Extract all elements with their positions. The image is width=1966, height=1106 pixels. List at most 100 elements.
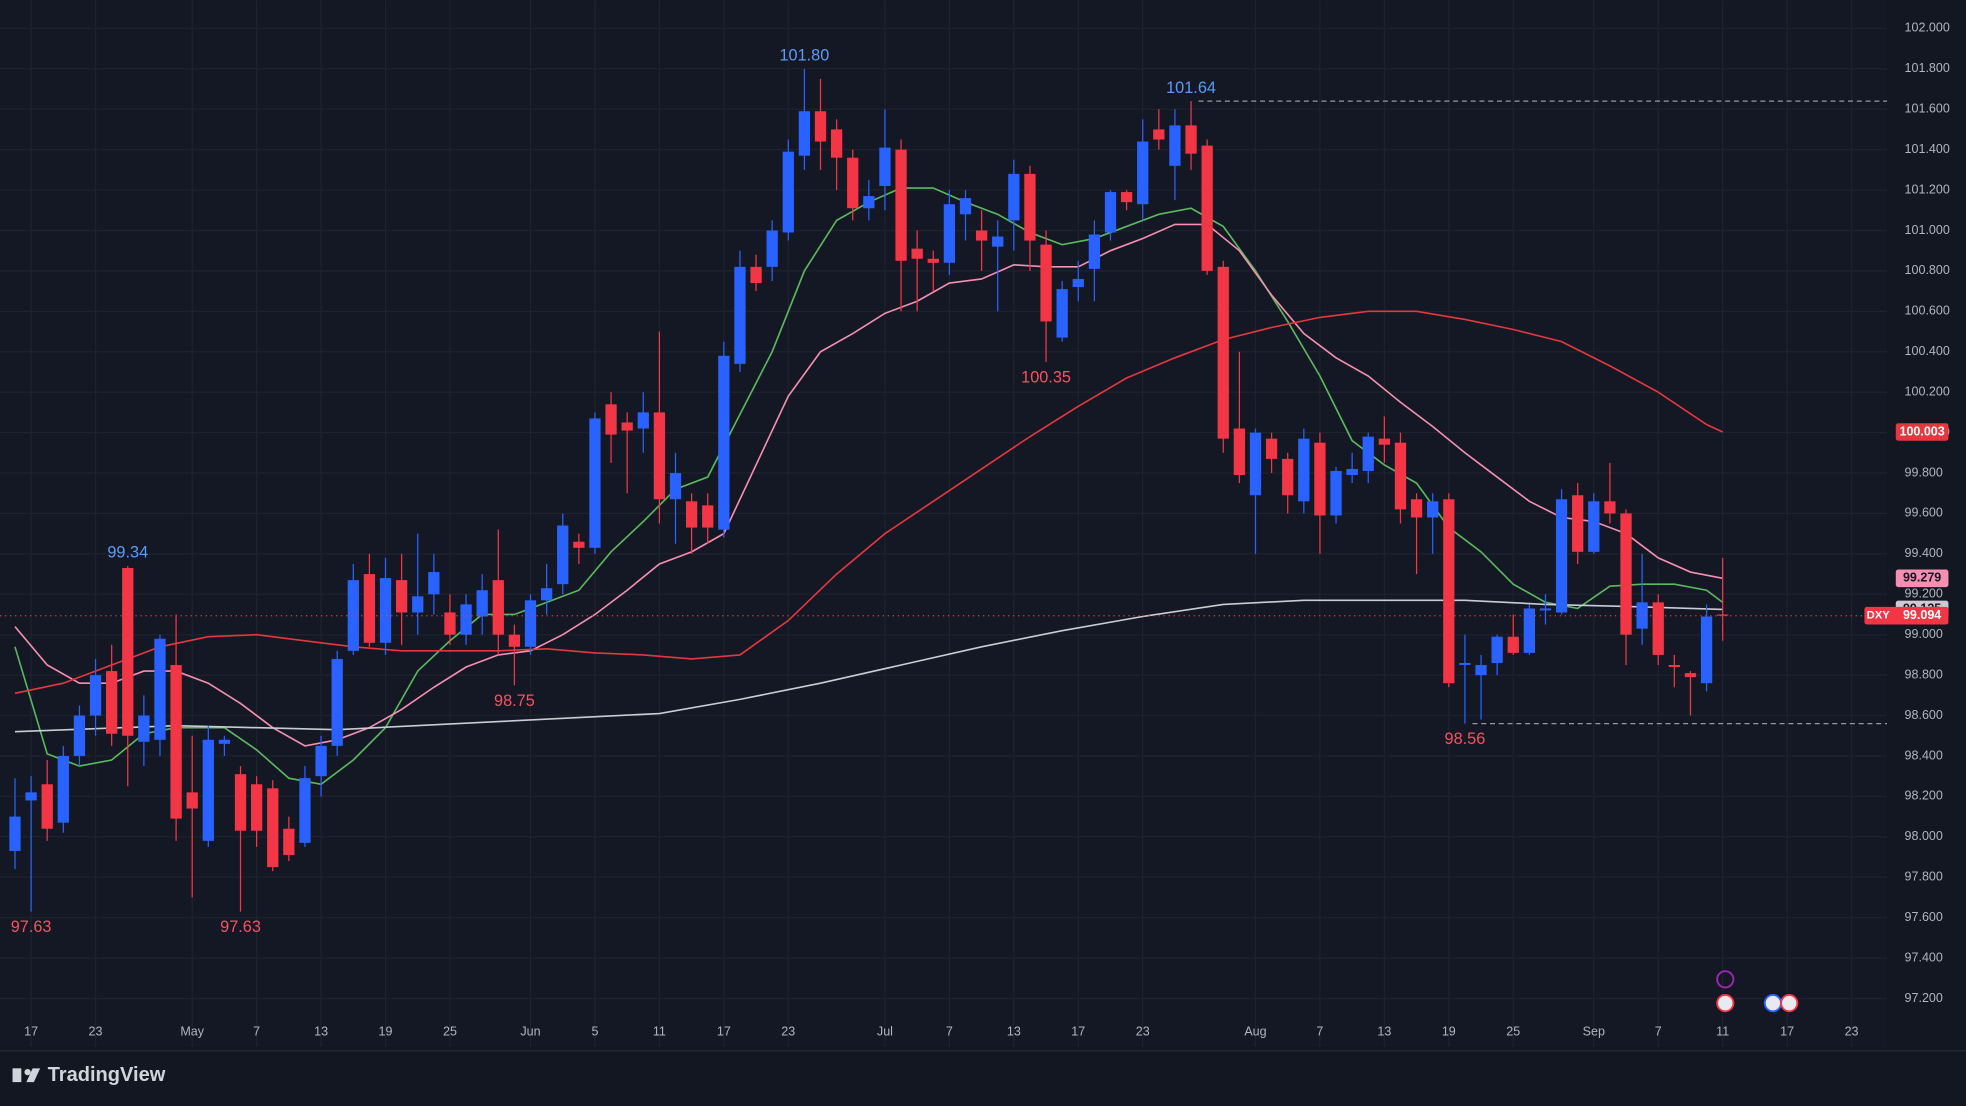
extreme-label: 97.63	[220, 918, 261, 936]
candle-body	[1604, 501, 1616, 514]
candle-body	[1427, 501, 1439, 518]
candle-body	[1459, 662, 1471, 666]
candle-body	[1169, 125, 1181, 166]
symbol-label: DXY	[1867, 610, 1891, 622]
y-tick-label: 101.600	[1905, 102, 1950, 116]
candle-body	[41, 784, 53, 829]
candle-body	[412, 596, 424, 613]
candle-body	[1507, 636, 1519, 653]
candle-body	[653, 412, 666, 500]
candle-body	[283, 828, 295, 856]
x-tick-label: Jul	[877, 1024, 893, 1038]
x-tick-label: 7	[1655, 1024, 1662, 1038]
y-tick-label: 98.400	[1905, 748, 1943, 762]
price-tag	[1864, 606, 1949, 625]
candle-body	[1282, 458, 1294, 496]
candle-body	[331, 658, 343, 746]
logo-shape	[12, 1068, 22, 1083]
candle-body	[1620, 513, 1632, 635]
x-tick-label: 23	[781, 1024, 795, 1038]
event-icon[interactable]	[1780, 994, 1799, 1013]
candle-body	[492, 580, 504, 635]
last-value-label: 100.003	[1899, 424, 1944, 438]
candle-body	[750, 266, 762, 284]
candle-body	[573, 541, 585, 548]
candle-body	[540, 588, 553, 601]
x-tick-label: 17	[1780, 1024, 1794, 1038]
x-tick-label: 23	[1845, 1024, 1859, 1038]
candle-body	[508, 634, 521, 647]
candle-body	[1298, 438, 1310, 502]
candle-body	[1040, 244, 1052, 322]
candle-body	[863, 196, 875, 209]
candle-body	[524, 600, 537, 647]
x-tick-label: 11	[653, 1024, 666, 1038]
y-tick-label: 100.600	[1905, 304, 1950, 318]
candle-body	[395, 580, 408, 613]
candle-body	[830, 129, 843, 158]
candle-body	[363, 574, 376, 643]
candle-body	[315, 745, 327, 777]
candle-body	[895, 149, 907, 261]
candle-body	[379, 578, 392, 643]
event-icon[interactable]	[1716, 994, 1735, 1013]
candle-body	[460, 604, 472, 635]
event-icon[interactable]	[1716, 970, 1735, 989]
y-tick-label: 99.600	[1905, 506, 1943, 520]
x-tick-label: 19	[1442, 1024, 1456, 1038]
candle-body	[734, 266, 746, 364]
candle-body	[25, 792, 37, 801]
candle-body	[202, 739, 214, 841]
x-tick-label: Sep	[1583, 1024, 1605, 1038]
y-tick-label: 97.600	[1905, 910, 1943, 924]
candle-body	[1636, 602, 1648, 629]
candle-body	[1588, 501, 1600, 552]
extreme-label: 98.75	[494, 692, 535, 710]
brand-name: TradingView	[48, 1064, 166, 1086]
candle-body	[444, 612, 456, 635]
x-tick-label: May	[180, 1024, 204, 1038]
y-tick-label: 100.200	[1905, 384, 1950, 398]
candle-body	[9, 816, 21, 851]
candle-body	[1120, 192, 1133, 203]
last-value-tag	[1895, 569, 1949, 588]
candle-body	[992, 236, 1004, 247]
candle-body	[1153, 129, 1165, 140]
candle-body	[1249, 432, 1262, 496]
last-value-tag	[1895, 423, 1949, 441]
event-icon[interactable]	[1763, 994, 1783, 1013]
y-tick-label: 101.200	[1905, 182, 1950, 196]
candle-body	[959, 198, 972, 215]
candle-body	[250, 784, 263, 831]
candle-body	[605, 404, 617, 435]
candle-body	[1314, 442, 1326, 516]
candle-body	[428, 572, 440, 595]
brand-logo: TradingView	[12, 1064, 166, 1086]
candles	[9, 68, 1729, 912]
candle-body	[1024, 173, 1036, 241]
extreme-label: 97.63	[11, 918, 52, 936]
candle-body	[975, 230, 988, 241]
x-tick-label: 11	[1716, 1024, 1729, 1038]
candle-body	[1185, 125, 1197, 154]
candle-body	[218, 739, 231, 744]
candle-body	[1684, 673, 1697, 678]
logo-shape	[26, 1068, 41, 1083]
candle-body	[1668, 665, 1680, 668]
x-tick-label: Aug	[1244, 1024, 1266, 1038]
candle-body	[1104, 192, 1117, 233]
candle-body	[1072, 278, 1084, 288]
candle-body	[1088, 234, 1101, 269]
last-value-label: 99.279	[1903, 571, 1941, 585]
candle-body	[814, 111, 827, 142]
y-tick-label: 101.800	[1905, 61, 1950, 75]
candle-body	[1378, 438, 1391, 445]
candle-body	[879, 147, 891, 187]
y-tick-label: 99.200	[1905, 587, 1943, 601]
candle-body	[1523, 608, 1536, 653]
x-tick-label: 7	[1316, 1024, 1323, 1038]
x-tick-label: 13	[314, 1024, 328, 1038]
candle-body	[186, 792, 198, 809]
